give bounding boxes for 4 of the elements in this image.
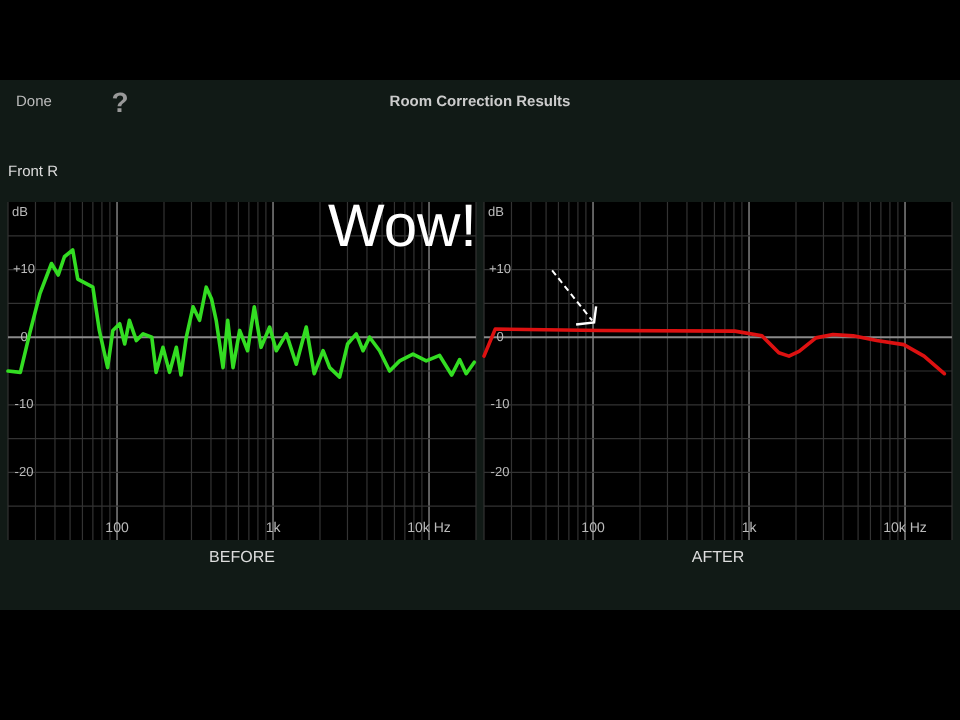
text: ? — [111, 86, 129, 118]
x-axis-title: AFTER — [691, 548, 745, 566]
annotation: Wow! — [328, 194, 478, 261]
x-axis-title: BEFORE — [209, 548, 275, 566]
